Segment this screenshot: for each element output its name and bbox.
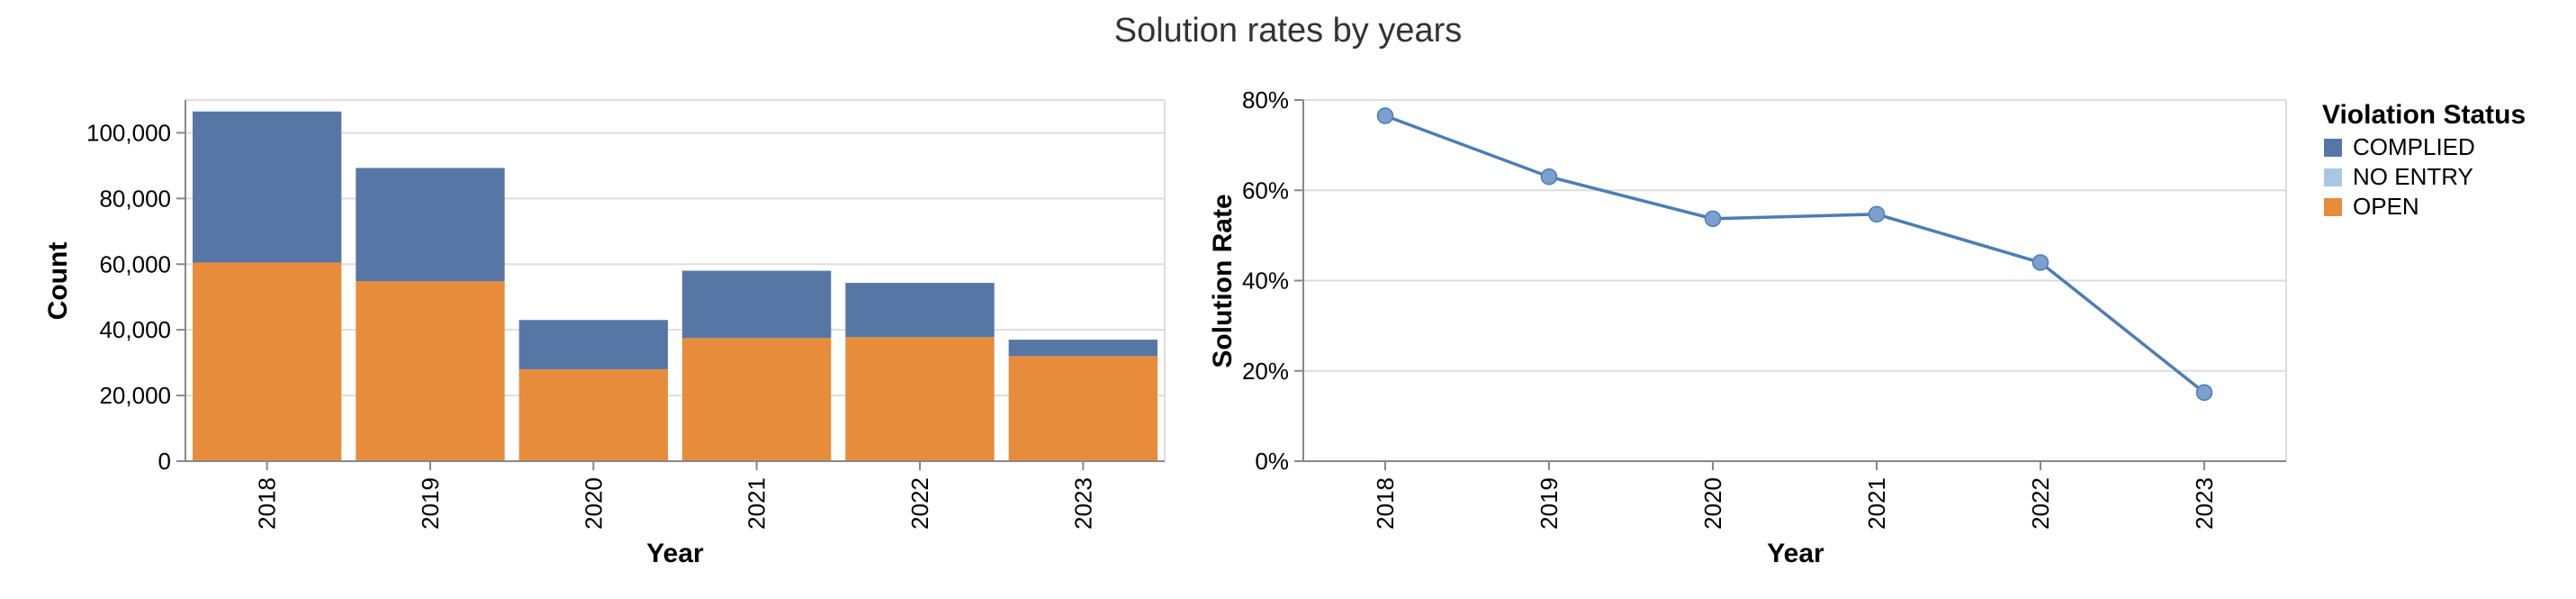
bar-x-tick-label: 2022 (906, 477, 933, 530)
bar-y-axis-title: Count (43, 242, 73, 321)
bar-open-2019 (356, 281, 505, 461)
legend-swatch-no-entry (2324, 168, 2342, 186)
bar-x-tick-label: 2018 (254, 477, 281, 530)
line-x-axis-title: Year (1767, 539, 1824, 568)
line-y-tick-label: 20% (1242, 358, 1289, 385)
bar-y-tick-label: 60,000 (99, 250, 171, 277)
line-y-tick-label: 0% (1255, 448, 1289, 475)
bar-x-tick-label: 2023 (1069, 477, 1096, 530)
bar-y-tick-label: 100,000 (86, 119, 171, 146)
solution-rate-line (1384, 113, 2206, 395)
legend-title: Violation Status (2322, 100, 2526, 130)
line-y-tick-label: 40% (1242, 268, 1289, 295)
solution-rate-point-2023 (2195, 384, 2213, 402)
bar-open-2021 (682, 338, 832, 461)
bar-complied-2019 (356, 168, 505, 282)
line-chart-series (1376, 107, 2213, 402)
line-chart: 0% 20% 40% 60% 80% 2018 2019 2020 2021 2022 2023 Y… (1208, 86, 2287, 568)
solution-rate-point-2022 (2031, 254, 2049, 271)
bar-y-tick-label: 40,000 (99, 316, 171, 343)
bar-x-tick-label: 2019 (417, 477, 444, 530)
bar-complied-2018 (193, 111, 342, 263)
bar-complied-2023 (1008, 340, 1157, 357)
solution-rate-point-2019 (1540, 168, 1558, 186)
line-chart-gridlines (1303, 99, 2287, 462)
legend-label-no-entry: NO ENTRY (2353, 163, 2473, 190)
line-x-tick-label: 2019 (1536, 477, 1563, 530)
solution-rate-point-2020 (1704, 210, 1722, 228)
bar-x-tick-label: 2021 (743, 477, 770, 530)
legend-swatch-complied (2324, 139, 2342, 157)
bar-chart-axes: 0 20,000 40,000 60,000 80,000 100,000 2018 2019… (86, 100, 1165, 530)
line-x-tick-label: 2020 (1699, 477, 1726, 530)
bar-x-tick-label: 2020 (580, 477, 607, 530)
bar-chart-bars (193, 111, 1157, 461)
bar-chart-gridlines (185, 99, 1166, 462)
chart-title: Solution rates by years (1114, 12, 1463, 50)
solution-rate-point-2018 (1376, 107, 1394, 124)
legend-swatch-open (2324, 198, 2342, 216)
legend-label-complied: COMPLIED (2353, 133, 2475, 160)
bar-y-tick-label: 80,000 (99, 185, 171, 212)
line-y-axis-title: Solution Rate (1208, 194, 1238, 368)
legend-items: COMPLIED NO ENTRY OPEN (2324, 133, 2475, 220)
stacked-bar-chart: 0 20,000 40,000 60,000 80,000 100,000 2018 2019… (43, 99, 1166, 568)
line-x-tick-label: 2021 (1863, 477, 1890, 530)
bar-open-2023 (1008, 356, 1157, 461)
bar-open-2022 (845, 337, 995, 461)
bar-y-tick-label: 20,000 (99, 382, 171, 409)
bar-complied-2022 (845, 283, 995, 338)
bar-open-2020 (518, 368, 668, 461)
line-x-tick-label: 2023 (2191, 477, 2218, 530)
line-chart-axes: 0% 20% 40% 60% 80% 2018 2019 2020 2021 2022 2023 (1242, 86, 2286, 530)
bar-open-2018 (193, 262, 342, 461)
legend-label-open: OPEN (2353, 193, 2419, 220)
legend: Violation Status COMPLIED NO ENTRY OPEN (2322, 100, 2526, 220)
bar-x-axis-title: Year (646, 539, 704, 568)
line-y-tick-label: 60% (1242, 177, 1289, 204)
line-x-tick-label: 2022 (2027, 477, 2054, 530)
solution-rate-point-2021 (1868, 205, 1886, 223)
bar-y-tick-label: 0 (158, 448, 171, 475)
line-y-tick-label: 80% (1242, 86, 1289, 113)
bar-complied-2020 (518, 320, 668, 369)
line-x-tick-label: 2018 (1372, 477, 1399, 530)
bar-complied-2021 (682, 270, 832, 339)
